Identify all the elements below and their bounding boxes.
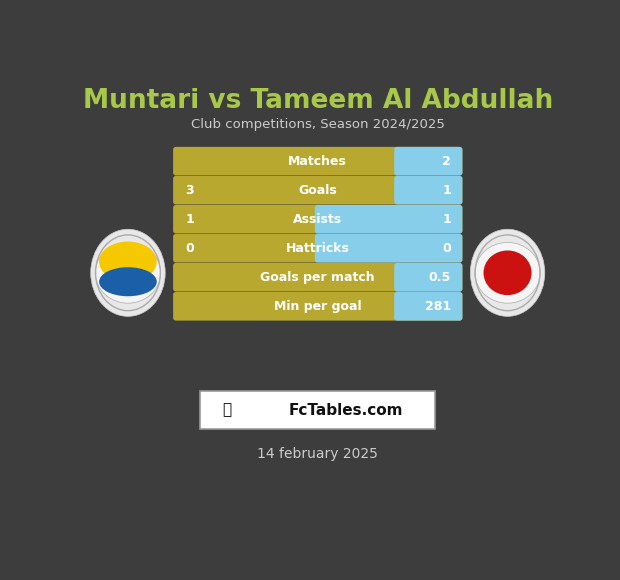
FancyBboxPatch shape bbox=[394, 292, 463, 321]
FancyBboxPatch shape bbox=[200, 391, 435, 429]
Circle shape bbox=[475, 242, 540, 303]
Text: 281: 281 bbox=[425, 300, 451, 313]
FancyBboxPatch shape bbox=[173, 234, 463, 263]
Text: 0: 0 bbox=[185, 242, 194, 255]
Text: Goals: Goals bbox=[298, 184, 337, 197]
Text: Club competitions, Season 2024/2025: Club competitions, Season 2024/2025 bbox=[191, 118, 445, 130]
Text: 1: 1 bbox=[185, 213, 194, 226]
Circle shape bbox=[95, 242, 161, 303]
FancyBboxPatch shape bbox=[173, 292, 463, 321]
Text: Assists: Assists bbox=[293, 213, 342, 226]
FancyBboxPatch shape bbox=[173, 205, 463, 234]
Ellipse shape bbox=[99, 267, 157, 296]
Text: 14 february 2025: 14 february 2025 bbox=[257, 447, 378, 461]
Text: 0.5: 0.5 bbox=[428, 271, 451, 284]
Text: 3: 3 bbox=[185, 184, 194, 197]
Text: 0: 0 bbox=[442, 242, 451, 255]
Text: Goals per match: Goals per match bbox=[260, 271, 375, 284]
Ellipse shape bbox=[99, 241, 157, 282]
Circle shape bbox=[484, 251, 531, 295]
FancyBboxPatch shape bbox=[173, 263, 463, 292]
Ellipse shape bbox=[471, 229, 545, 316]
Text: Matches: Matches bbox=[288, 155, 347, 168]
Text: Hattricks: Hattricks bbox=[286, 242, 350, 255]
FancyBboxPatch shape bbox=[394, 147, 463, 175]
FancyBboxPatch shape bbox=[173, 147, 463, 175]
Text: Min per goal: Min per goal bbox=[274, 300, 361, 313]
FancyBboxPatch shape bbox=[315, 234, 463, 263]
Text: Muntari vs Tameem Al Abdullah: Muntari vs Tameem Al Abdullah bbox=[82, 88, 553, 114]
Text: 1: 1 bbox=[442, 184, 451, 197]
FancyBboxPatch shape bbox=[394, 263, 463, 292]
Text: FcTables.com: FcTables.com bbox=[289, 403, 403, 418]
FancyBboxPatch shape bbox=[315, 205, 463, 234]
Text: 2: 2 bbox=[442, 155, 451, 168]
FancyBboxPatch shape bbox=[173, 176, 463, 205]
Text: 1: 1 bbox=[442, 213, 451, 226]
Ellipse shape bbox=[91, 229, 165, 316]
FancyBboxPatch shape bbox=[394, 176, 463, 205]
Text: 📊: 📊 bbox=[222, 403, 231, 418]
